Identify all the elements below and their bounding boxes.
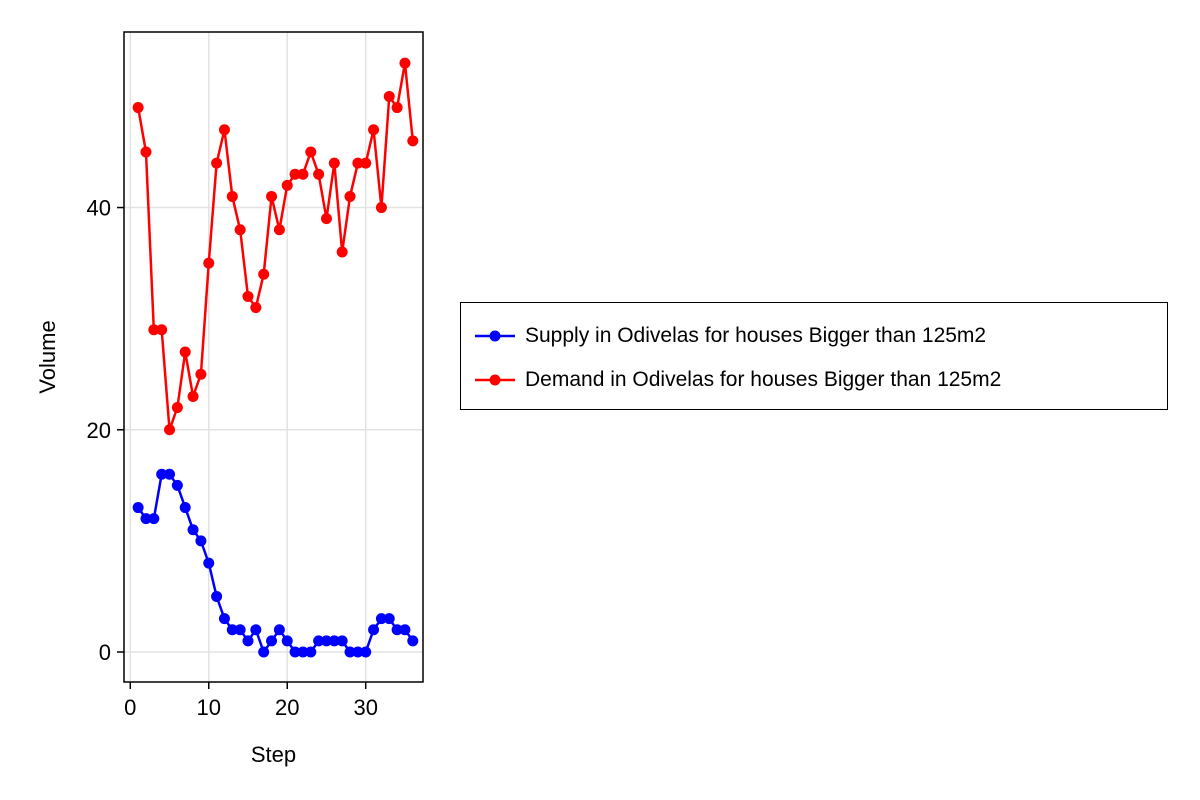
plot-frame	[123, 31, 424, 683]
y-axis-label: Volume	[35, 320, 60, 393]
data-point	[171, 479, 183, 491]
series-1	[132, 57, 419, 436]
legend-swatch-supply	[475, 330, 515, 342]
data-point	[328, 157, 340, 169]
data-point	[336, 246, 348, 258]
data-point	[242, 635, 254, 647]
data-point	[140, 513, 152, 525]
data-point	[328, 635, 340, 647]
data-point	[281, 635, 293, 647]
data-point	[297, 646, 309, 658]
data-point	[250, 302, 262, 314]
y-tick-label: 40	[87, 196, 111, 221]
data-point	[187, 390, 199, 402]
series-group	[132, 57, 419, 658]
data-point	[281, 179, 293, 191]
data-point	[391, 102, 403, 114]
data-point	[156, 324, 168, 336]
data-point	[195, 535, 207, 547]
series-0	[132, 468, 419, 658]
axis-ticks: 0 10 20 30 0 20 40	[87, 196, 378, 720]
data-point	[289, 646, 301, 658]
data-point	[273, 624, 285, 636]
data-point	[258, 268, 270, 280]
legend-label-demand: Demand in Odivelas for houses Bigger tha…	[525, 368, 1002, 391]
legend-item-demand: Demand in Odivelas for houses Bigger tha…	[473, 365, 1001, 395]
data-point	[187, 524, 199, 536]
data-point	[156, 468, 168, 480]
data-point	[164, 468, 176, 480]
data-point	[203, 257, 215, 269]
data-point	[266, 190, 278, 202]
data-point	[273, 224, 285, 236]
x-tick-label: 10	[197, 695, 221, 720]
data-point	[179, 346, 191, 358]
data-point	[375, 202, 387, 214]
data-point	[164, 424, 176, 436]
data-point	[179, 502, 191, 514]
data-point	[305, 646, 317, 658]
x-tick-label: 20	[275, 695, 299, 720]
data-point	[368, 624, 380, 636]
data-point	[313, 168, 325, 180]
data-point	[250, 624, 262, 636]
data-point	[218, 124, 230, 136]
legend-label-supply: Supply in Odivelas for houses Bigger tha…	[525, 324, 987, 347]
data-point	[234, 224, 246, 236]
data-point	[407, 635, 419, 647]
x-tick-label: 0	[124, 695, 136, 720]
data-point	[289, 168, 301, 180]
data-point	[226, 190, 238, 202]
data-point	[297, 168, 309, 180]
data-point	[132, 102, 144, 114]
data-point	[203, 557, 215, 569]
data-point	[391, 624, 403, 636]
series-line	[136, 61, 415, 432]
x-tick-label: 30	[353, 695, 377, 720]
data-point	[266, 635, 278, 647]
data-point	[352, 646, 364, 658]
data-point	[148, 324, 160, 336]
data-point	[320, 635, 332, 647]
data-point	[242, 290, 254, 302]
data-point	[399, 57, 411, 69]
data-point	[211, 590, 223, 602]
data-point	[148, 513, 160, 525]
data-point	[313, 635, 325, 647]
data-point	[383, 90, 395, 102]
data-point	[399, 624, 411, 636]
data-point	[336, 635, 348, 647]
data-point	[352, 157, 364, 169]
data-point	[226, 624, 238, 636]
data-point	[258, 646, 270, 658]
data-point	[344, 646, 356, 658]
legend: Supply in Odivelas for houses Bigger tha…	[460, 302, 1168, 410]
data-point	[375, 613, 387, 625]
data-point	[407, 135, 419, 147]
y-tick-label: 0	[99, 640, 111, 665]
data-point	[344, 190, 356, 202]
data-point	[320, 213, 332, 225]
data-point	[360, 646, 372, 658]
data-point	[383, 613, 395, 625]
legend-item-supply: Supply in Odivelas for houses Bigger tha…	[473, 321, 986, 351]
data-point	[195, 368, 207, 380]
data-point	[171, 402, 183, 414]
data-point	[132, 502, 144, 514]
legend-swatch-demand	[475, 374, 515, 386]
data-point	[305, 146, 317, 158]
data-point	[211, 157, 223, 169]
data-point	[140, 146, 152, 158]
data-point	[218, 613, 230, 625]
x-axis-label: Step	[251, 742, 296, 767]
data-point	[234, 624, 246, 636]
data-point	[360, 157, 372, 169]
data-point	[368, 124, 380, 136]
y-tick-label: 20	[87, 418, 111, 443]
